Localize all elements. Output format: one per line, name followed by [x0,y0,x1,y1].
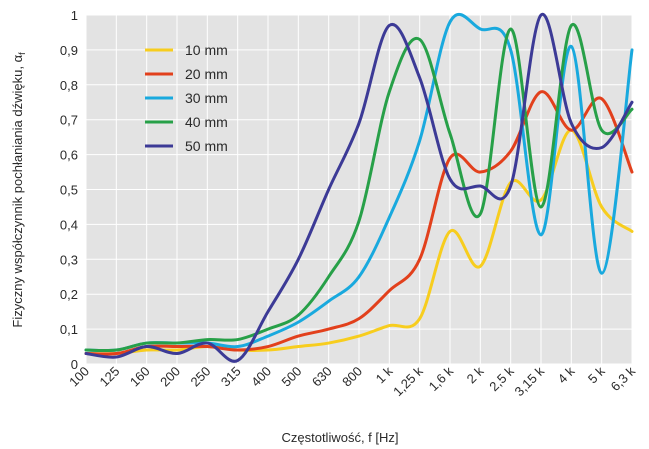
y-tick-label: 0,9 [60,43,78,58]
x-axis-title: Częstotliwość, f [Hz] [281,430,398,445]
y-axis-title-group: Fizyczny współczynnik pochłaniania dźwię… [10,52,27,328]
y-tick-label: 0,7 [60,113,78,128]
y-tick-label: 0,2 [60,287,78,302]
y-axis-title-subscript: f [17,52,27,55]
x-tick-label: 2 k [464,363,487,386]
x-tick-label: 315 [218,364,244,390]
x-tick-label: 630 [309,364,335,390]
legend-label: 20 mm [185,66,228,82]
y-tick-labels: 0 0,1 0,2 0,3 0,4 0,5 0,6 0,7 0,8 0,9 1 [60,8,78,372]
x-tick-label: 5 k [585,363,608,386]
x-tick-label: 160 [127,364,153,390]
x-tick-label: 4 k [555,363,578,386]
x-tick-label: 400 [248,364,274,390]
x-tick-label: 3,15 k [511,363,547,399]
y-tick-label: 0,3 [60,252,78,267]
y-tick-label: 0 [71,357,78,372]
series-line-40-mm [84,23,634,353]
x-tick-label: 1 k [373,363,396,386]
x-tick-label: 500 [279,364,305,390]
series-line-20-mm [84,90,634,356]
legend: 10 mm 20 mm 30 mm 40 mm 50 mm [145,42,228,154]
y-tick-label: 0,4 [60,217,78,232]
series-lines [84,13,634,363]
y-tick-label: 0,8 [60,78,78,93]
x-tick-label: 6,3 k [608,363,639,394]
x-tick-label: 200 [157,364,183,390]
y-tick-label: 0,6 [60,148,78,163]
legend-label: 40 mm [185,114,228,130]
series-line-50-mm [84,13,634,363]
y-tick-label: 0,1 [60,322,78,337]
x-tick-label: 800 [339,364,365,390]
y-axis-title: Fizyczny współczynnik pochłaniania dźwię… [10,52,27,328]
x-tick-label: 125 [97,364,123,390]
series-line-30-mm [84,13,634,353]
y-axis-title-main: Fizyczny współczynnik pochłaniania dźwię… [10,54,25,327]
x-tick-label: 1,6 k [426,363,457,394]
legend-label: 30 mm [185,90,228,106]
legend-label: 50 mm [185,138,228,154]
y-tick-label: 1 [71,8,78,23]
x-tick-label: 250 [188,364,214,390]
y-tick-label: 0,5 [60,183,78,198]
legend-label: 10 mm [185,42,228,58]
x-tick-label: 1,25 k [390,363,426,399]
